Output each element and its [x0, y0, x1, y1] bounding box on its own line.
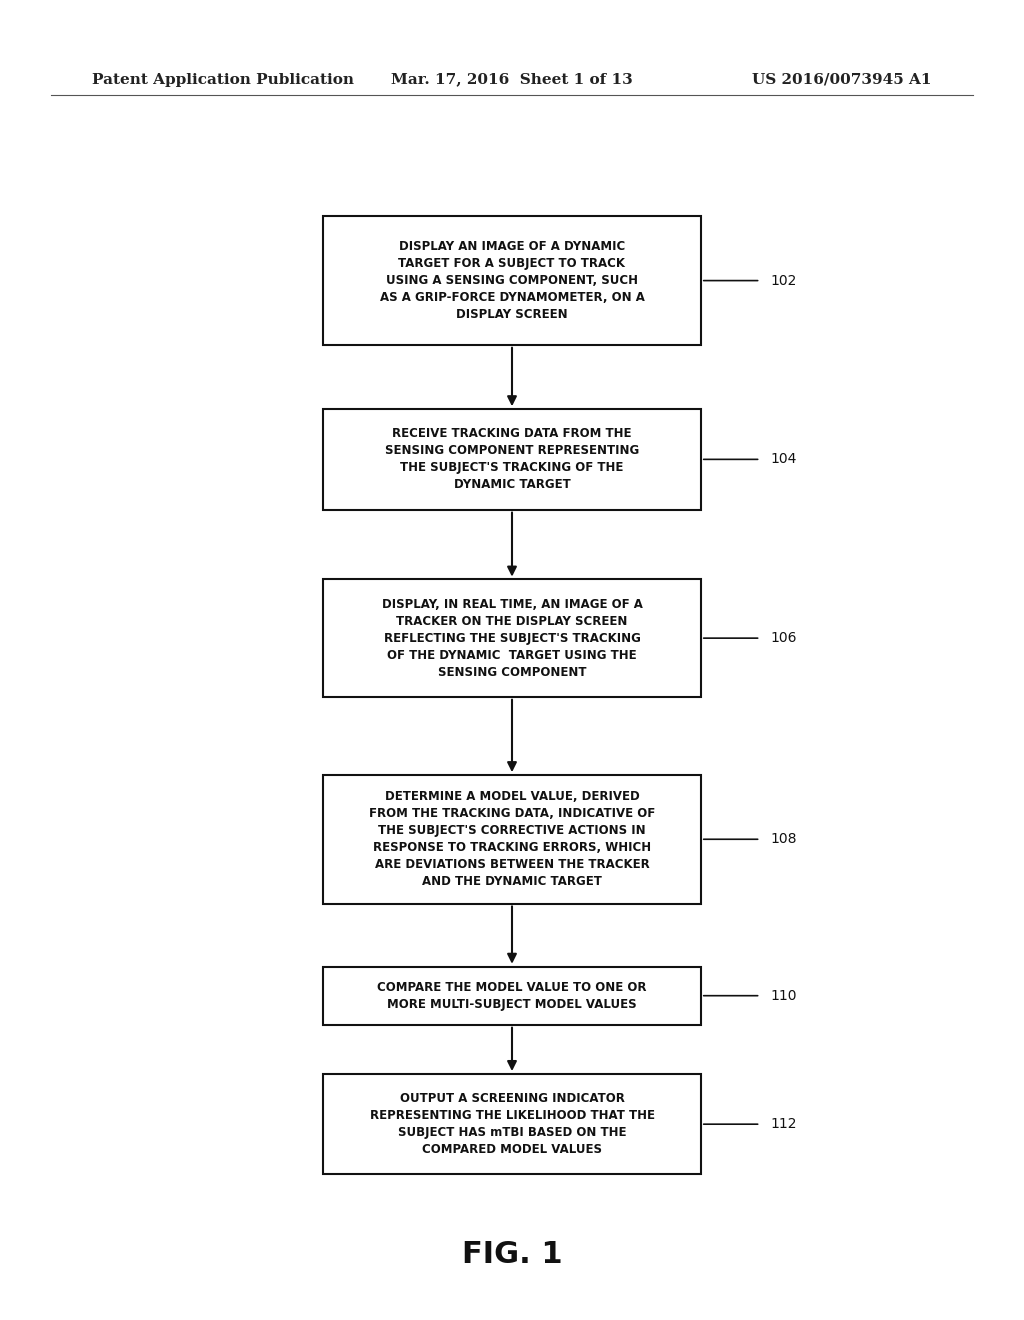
Text: 108: 108 — [770, 833, 797, 846]
Text: DISPLAY, IN REAL TIME, AN IMAGE OF A
TRACKER ON THE DISPLAY SCREEN
REFLECTING TH: DISPLAY, IN REAL TIME, AN IMAGE OF A TRA… — [382, 598, 642, 678]
FancyBboxPatch shape — [324, 409, 700, 510]
Text: DISPLAY AN IMAGE OF A DYNAMIC
TARGET FOR A SUBJECT TO TRACK
USING A SENSING COMP: DISPLAY AN IMAGE OF A DYNAMIC TARGET FOR… — [380, 240, 644, 321]
FancyBboxPatch shape — [324, 579, 700, 697]
FancyBboxPatch shape — [324, 966, 700, 1024]
Text: COMPARE THE MODEL VALUE TO ONE OR
MORE MULTI-SUBJECT MODEL VALUES: COMPARE THE MODEL VALUE TO ONE OR MORE M… — [377, 981, 647, 1011]
FancyBboxPatch shape — [324, 775, 700, 903]
Text: DETERMINE A MODEL VALUE, DERIVED
FROM THE TRACKING DATA, INDICATIVE OF
THE SUBJE: DETERMINE A MODEL VALUE, DERIVED FROM TH… — [369, 791, 655, 888]
Text: Mar. 17, 2016  Sheet 1 of 13: Mar. 17, 2016 Sheet 1 of 13 — [391, 73, 633, 87]
FancyBboxPatch shape — [324, 216, 700, 345]
Text: 110: 110 — [770, 989, 797, 1003]
Text: 102: 102 — [770, 273, 797, 288]
Text: 106: 106 — [770, 631, 797, 645]
Text: Patent Application Publication: Patent Application Publication — [92, 73, 354, 87]
Text: US 2016/0073945 A1: US 2016/0073945 A1 — [753, 73, 932, 87]
Text: 104: 104 — [770, 453, 797, 466]
Text: OUTPUT A SCREENING INDICATOR
REPRESENTING THE LIKELIHOOD THAT THE
SUBJECT HAS mT: OUTPUT A SCREENING INDICATOR REPRESENTIN… — [370, 1092, 654, 1156]
Text: 112: 112 — [770, 1117, 797, 1131]
Text: FIG. 1: FIG. 1 — [462, 1241, 562, 1270]
Text: RECEIVE TRACKING DATA FROM THE
SENSING COMPONENT REPRESENTING
THE SUBJECT'S TRAC: RECEIVE TRACKING DATA FROM THE SENSING C… — [385, 428, 639, 491]
FancyBboxPatch shape — [324, 1074, 700, 1175]
